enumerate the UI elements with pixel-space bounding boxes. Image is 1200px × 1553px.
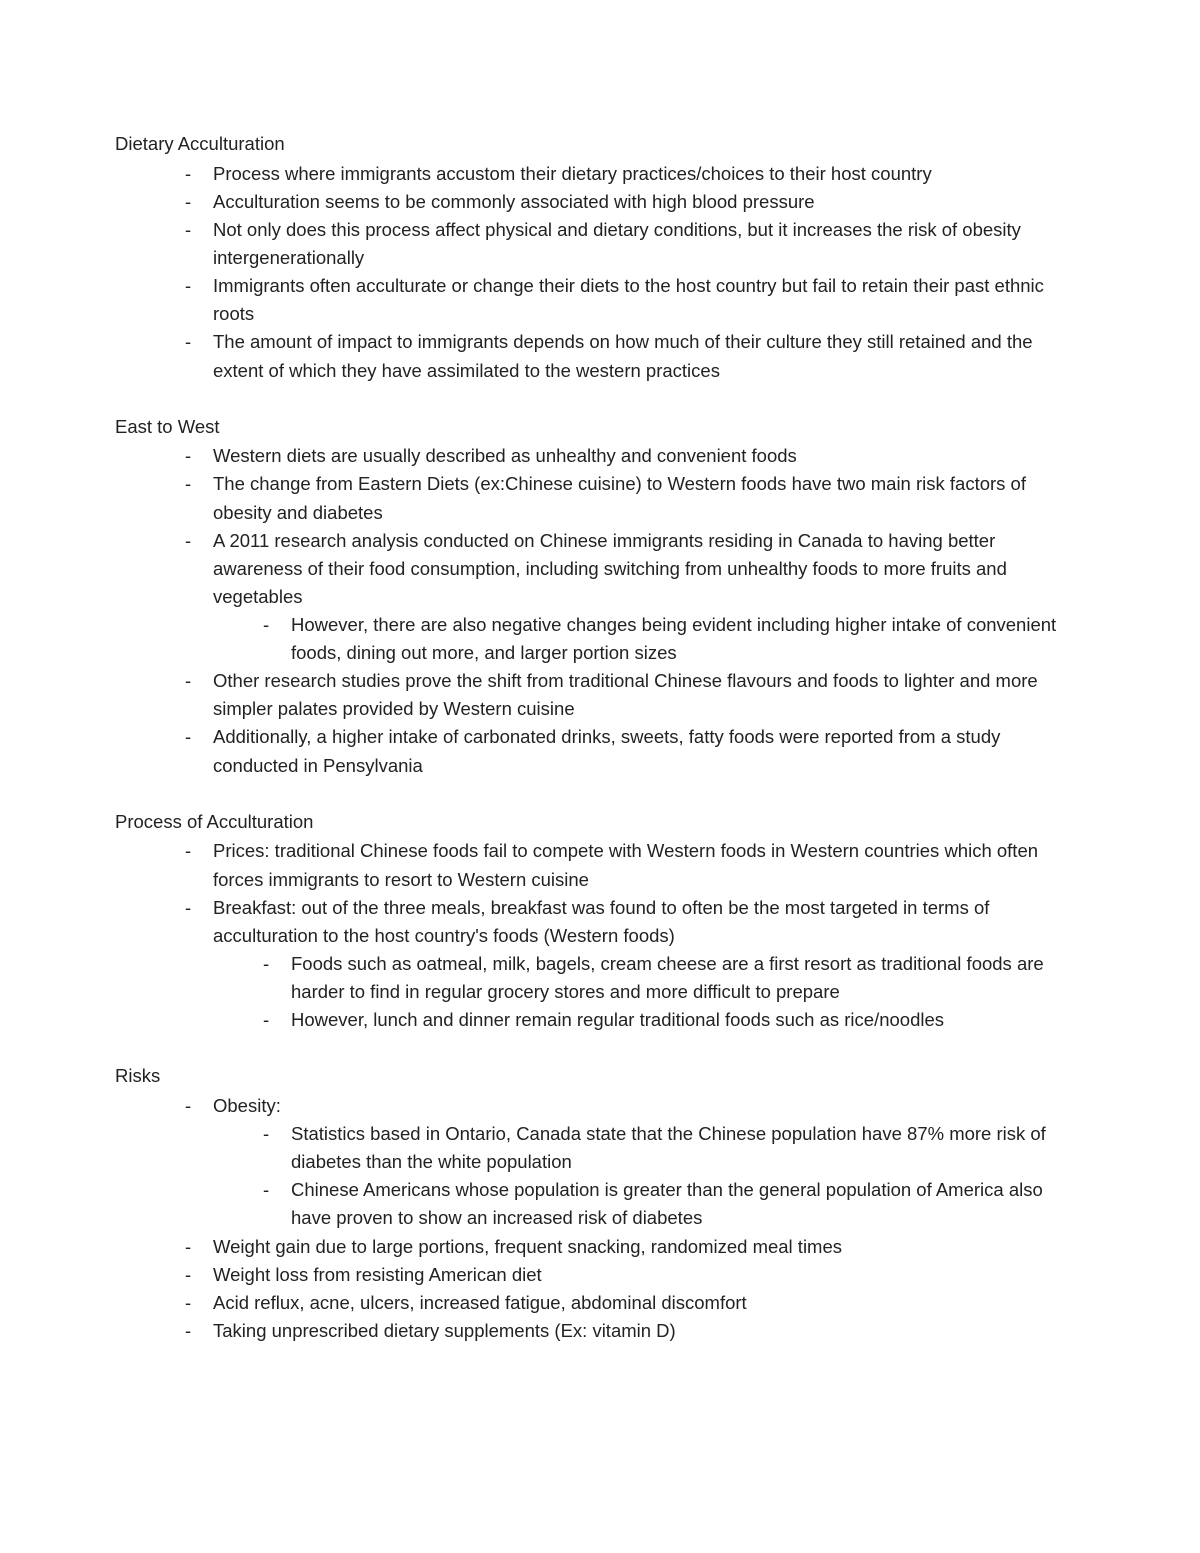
list-item: Obesity: Statistics based in Ontario, Ca…: [185, 1092, 1085, 1233]
list-item-text: Immigrants often acculturate or change t…: [213, 275, 1044, 324]
bullet-list: Process where immigrants accustom their …: [115, 160, 1085, 385]
list-item: However, there are also negative changes…: [263, 611, 1085, 667]
list-item-text: Weight loss from resisting American diet: [213, 1264, 542, 1285]
list-item-text: Other research studies prove the shift f…: [213, 670, 1038, 719]
section-title: Process of Acculturation: [115, 808, 1085, 836]
list-item-text: A 2011 research analysis conducted on Ch…: [213, 530, 1007, 607]
list-item: Breakfast: out of the three meals, break…: [185, 894, 1085, 1035]
list-item: Immigrants often acculturate or change t…: [185, 272, 1085, 328]
list-item-text: Western diets are usually described as u…: [213, 445, 797, 466]
sub-bullet-list: Foods such as oatmeal, milk, bagels, cre…: [213, 950, 1085, 1034]
list-item: Weight gain due to large portions, frequ…: [185, 1233, 1085, 1261]
list-item-text: However, there are also negative changes…: [291, 614, 1056, 663]
section-east-to-west: East to West Western diets are usually d…: [115, 413, 1085, 780]
list-item: Other research studies prove the shift f…: [185, 667, 1085, 723]
list-item-text: Acid reflux, acne, ulcers, increased fat…: [213, 1292, 747, 1313]
list-item: The amount of impact to immigrants depen…: [185, 328, 1085, 384]
list-item-text: The amount of impact to immigrants depen…: [213, 331, 1033, 380]
list-item: Weight loss from resisting American diet: [185, 1261, 1085, 1289]
list-item: Additionally, a higher intake of carbona…: [185, 723, 1085, 779]
list-item-text: However, lunch and dinner remain regular…: [291, 1009, 944, 1030]
list-item: Chinese Americans whose population is gr…: [263, 1176, 1085, 1232]
bullet-list: Western diets are usually described as u…: [115, 442, 1085, 779]
list-item: Statistics based in Ontario, Canada stat…: [263, 1120, 1085, 1176]
list-item: The change from Eastern Diets (ex:Chines…: [185, 470, 1085, 526]
list-item: Acid reflux, acne, ulcers, increased fat…: [185, 1289, 1085, 1317]
list-item-text: Process where immigrants accustom their …: [213, 163, 932, 184]
document-page: Dietary Acculturation Process where immi…: [0, 0, 1200, 1553]
section-process-of-acculturation: Process of Acculturation Prices: traditi…: [115, 808, 1085, 1035]
list-item-text: Statistics based in Ontario, Canada stat…: [291, 1123, 1046, 1172]
list-item-text: Additionally, a higher intake of carbona…: [213, 726, 1000, 775]
list-item: Western diets are usually described as u…: [185, 442, 1085, 470]
list-item-text: Not only does this process affect physic…: [213, 219, 1021, 268]
list-item: Foods such as oatmeal, milk, bagels, cre…: [263, 950, 1085, 1006]
list-item-text: Obesity:: [213, 1095, 281, 1116]
section-title: East to West: [115, 413, 1085, 441]
list-item-text: Prices: traditional Chinese foods fail t…: [213, 840, 1038, 889]
section-dietary-acculturation: Dietary Acculturation Process where immi…: [115, 130, 1085, 385]
section-risks: Risks Obesity: Statistics based in Ontar…: [115, 1062, 1085, 1345]
list-item-text: Breakfast: out of the three meals, break…: [213, 897, 989, 946]
sub-bullet-list: However, there are also negative changes…: [213, 611, 1085, 667]
list-item-text: Foods such as oatmeal, milk, bagels, cre…: [291, 953, 1044, 1002]
section-title: Dietary Acculturation: [115, 130, 1085, 158]
sub-bullet-list: Statistics based in Ontario, Canada stat…: [213, 1120, 1085, 1232]
list-item: Process where immigrants accustom their …: [185, 160, 1085, 188]
list-item-text: Weight gain due to large portions, frequ…: [213, 1236, 842, 1257]
list-item: Acculturation seems to be commonly assoc…: [185, 188, 1085, 216]
list-item-text: Taking unprescribed dietary supplements …: [213, 1320, 676, 1341]
list-item: Prices: traditional Chinese foods fail t…: [185, 837, 1085, 893]
list-item: However, lunch and dinner remain regular…: [263, 1006, 1085, 1034]
section-title: Risks: [115, 1062, 1085, 1090]
bullet-list: Obesity: Statistics based in Ontario, Ca…: [115, 1092, 1085, 1345]
list-item-text: Acculturation seems to be commonly assoc…: [213, 191, 815, 212]
bullet-list: Prices: traditional Chinese foods fail t…: [115, 837, 1085, 1034]
list-item: Not only does this process affect physic…: [185, 216, 1085, 272]
list-item: Taking unprescribed dietary supplements …: [185, 1317, 1085, 1345]
list-item: A 2011 research analysis conducted on Ch…: [185, 527, 1085, 668]
list-item-text: The change from Eastern Diets (ex:Chines…: [213, 473, 1026, 522]
list-item-text: Chinese Americans whose population is gr…: [291, 1179, 1043, 1228]
